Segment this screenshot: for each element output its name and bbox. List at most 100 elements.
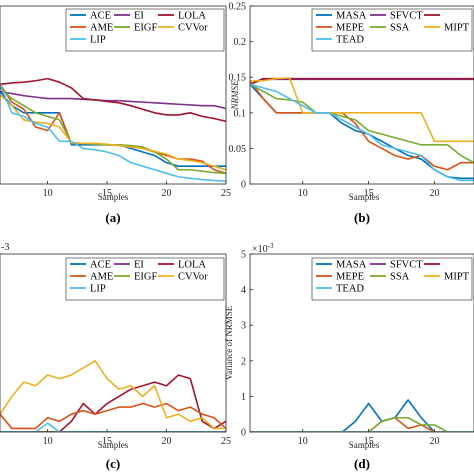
chart-panel-b: 10 15 20 0 0.05 0.1 0.15 0.2 0.25 Samples NRMSE (b)… [229, 2, 474, 225]
legend-entry: EIGF [134, 23, 157, 34]
legend-entry: MIPT [444, 272, 470, 283]
series-line-ssa [250, 416, 474, 432]
series-line-cvvor [0, 359, 226, 430]
legend-box [311, 8, 473, 52]
x-tick-label: 15 [102, 436, 112, 447]
legend-entry: SSA [390, 272, 410, 283]
series-line-lola [0, 374, 226, 432]
legend-box [65, 257, 225, 301]
series-line-lip [0, 422, 226, 432]
series-group [0, 359, 226, 432]
series-line-mepe [250, 80, 474, 171]
chart-panel-a: 10 15 20 25 Samples (a) ACE EI LOLA AME EIGF CVVor L… [0, 5, 231, 225]
legend: MASA SFVCT MEPE SSA MIPT TEAD [311, 257, 473, 301]
x-tick-label: 20 [429, 188, 439, 199]
legend-entry: ACE [90, 260, 111, 271]
legend-entry: EI [134, 11, 144, 22]
series-group [0, 77, 226, 182]
x-tick-label: 20 [162, 436, 172, 447]
panel-label: (b) [354, 210, 370, 225]
x-tick-label: 25 [221, 188, 231, 199]
y-tick-label: 0.15 [229, 73, 247, 84]
x-tick-label: 15 [364, 436, 374, 447]
exponent-multiplier: ×10-3 [252, 242, 274, 255]
chart-panel-c: 10 15 20 25 -3 Samples (c) ACE EI LOLA AME EIGF CVVo… [0, 242, 231, 471]
x-axis-label: Samples [349, 192, 380, 202]
y-tick-label: 3 [241, 321, 246, 332]
legend-entry: CVVor [178, 272, 208, 283]
legend-entry: MIPT [444, 23, 470, 34]
y-tick-label: 1 [241, 392, 246, 403]
legend-entry: SFVCT [390, 260, 423, 271]
legend-entry: EI [134, 260, 144, 271]
y-tick-label: 2 [241, 356, 246, 367]
legend-entry: SFVCT [390, 11, 423, 22]
legend-entry: AME [90, 23, 113, 34]
legend-entry: EIGF [134, 272, 157, 283]
x-axis-label: Samples [98, 440, 129, 450]
axes-frame [0, 253, 227, 433]
y-tick-label: 0.25 [229, 2, 247, 13]
legend-entry: CVVor [178, 23, 208, 34]
series-line-ame [0, 402, 226, 430]
legend-entry: LOLA [178, 11, 206, 22]
series-line-mipt [250, 77, 474, 143]
x-tick-label: 20 [162, 188, 172, 199]
chart-panel-d: 10 15 20 0 1 2 3 4 5 ×10-3 Samples Variance of NRMS… [224, 242, 474, 471]
x-tick-label: 15 [364, 188, 374, 199]
x-tick-label: 15 [102, 188, 112, 199]
x-tick-label: 10 [298, 188, 308, 199]
y-axis-label: Variance of NRMSE [224, 305, 234, 380]
series-line-ssa [250, 83, 474, 164]
series-line-lip [0, 84, 226, 182]
legend-entry: TEAD [336, 284, 364, 295]
axes-frame [0, 5, 227, 185]
series-group [250, 399, 474, 432]
y-tick-label: 5 [241, 250, 246, 261]
x-axis-label: Samples [349, 440, 380, 450]
y-tick-label: 0.1 [234, 108, 247, 119]
y-tick-label: 0.05 [229, 144, 247, 155]
legend-entry: ACE [90, 11, 111, 22]
y-tick-label: 0.2 [234, 37, 247, 48]
y-axis-label: NRMSE [230, 80, 240, 110]
legend: ACE EI LOLA AME EIGF CVVor LIP [65, 257, 225, 301]
legend-entry: LOLA [178, 260, 206, 271]
legend-entry: SSA [390, 23, 410, 34]
series-line-tead [250, 83, 474, 182]
series-group [250, 77, 474, 182]
series-line-cvvor [0, 94, 226, 171]
x-tick-label: 10 [298, 436, 308, 447]
legend-entry: MEPE [336, 23, 364, 34]
x-axis-label: Samples [98, 192, 129, 202]
series-line-lola [0, 77, 226, 123]
x-tick-label: 20 [429, 436, 439, 447]
y-tick-label: 4 [241, 285, 246, 296]
legend: MASA SFVCT MEPE SSA MIPT TEAD [311, 8, 473, 52]
legend-entry: LIP [90, 35, 106, 46]
series-line-ei [0, 90, 226, 110]
legend: ACE EI LOLA AME EIGF CVVor LIP [65, 8, 225, 52]
legend-entry: AME [90, 272, 113, 283]
legend-entry: MEPE [336, 272, 364, 283]
series-line-masa [250, 399, 474, 432]
panel-label: (a) [105, 210, 120, 225]
y-tick-label: 0 [241, 428, 246, 439]
panel-label: (d) [354, 456, 370, 471]
legend-entry: TEAD [336, 35, 364, 46]
series-line-mepe [250, 416, 474, 432]
axes-frame [249, 5, 474, 185]
legend-entry: MASA [336, 11, 367, 22]
exponent-label: -3 [1, 242, 9, 253]
legend-box [311, 257, 473, 301]
x-tick-label: 10 [43, 436, 53, 447]
x-tick-label: 10 [43, 188, 53, 199]
y-tick-label: 0 [241, 180, 246, 191]
legend-entry: LIP [90, 284, 106, 295]
legend-entry: MASA [336, 260, 367, 271]
series-line-sfvct [250, 78, 474, 86]
legend-box [65, 8, 225, 52]
axes-frame [249, 253, 474, 433]
panel-label: (c) [106, 456, 120, 471]
